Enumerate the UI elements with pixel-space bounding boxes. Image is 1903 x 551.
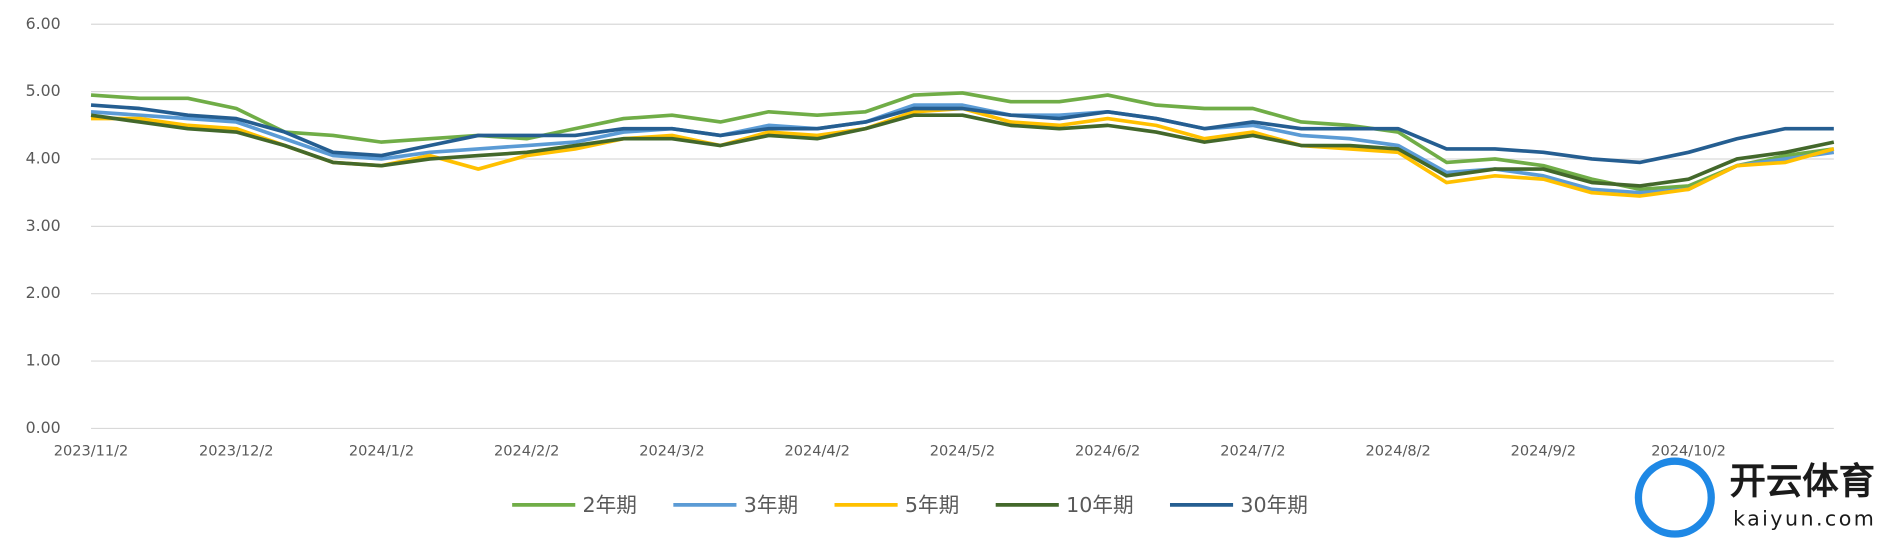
series-line <box>90 91 1835 192</box>
y-tick-label: 3.00 <box>26 216 61 235</box>
x-tick-label: 2024/5/2 <box>930 442 995 459</box>
legend-label: 5年期 <box>905 493 959 517</box>
x-tick-label: 2024/3/2 <box>639 442 704 459</box>
series-line <box>90 113 1835 188</box>
legend-label: 2年期 <box>583 493 637 517</box>
y-tick-label: 6.00 <box>26 14 61 33</box>
x-tick-label: 2024/4/2 <box>785 442 850 459</box>
watermark-logo <box>1634 457 1715 538</box>
y-tick-label: 2.00 <box>26 283 61 302</box>
x-tick-label: 2024/8/2 <box>1365 442 1430 459</box>
series-line <box>90 103 1835 195</box>
x-tick-label: 2023/11/2 <box>54 442 129 459</box>
x-tick-label: 2024/10/2 <box>1651 442 1726 459</box>
x-tick-label: 2024/7/2 <box>1220 442 1285 459</box>
y-tick-label: 0.00 <box>26 418 61 437</box>
legend-label: 3年期 <box>744 493 798 517</box>
series-line <box>90 103 1834 165</box>
watermark-url: kaiyun.com <box>1733 506 1876 530</box>
x-tick-label: 2023/12/2 <box>199 442 274 459</box>
legend-label: 10年期 <box>1066 493 1134 517</box>
y-tick-label: 5.00 <box>26 81 61 100</box>
y-tick-label: 4.00 <box>26 148 61 167</box>
x-tick-label: 2024/9/2 <box>1511 442 1576 459</box>
x-tick-label: 2024/1/2 <box>349 442 414 459</box>
y-tick-label: 1.00 <box>26 351 61 370</box>
watermark-text: 开云体育 <box>1729 460 1875 503</box>
x-tick-label: 2024/6/2 <box>1075 442 1140 459</box>
legend-label: 30年期 <box>1240 493 1308 517</box>
x-tick-label: 2024/2/2 <box>494 442 559 459</box>
